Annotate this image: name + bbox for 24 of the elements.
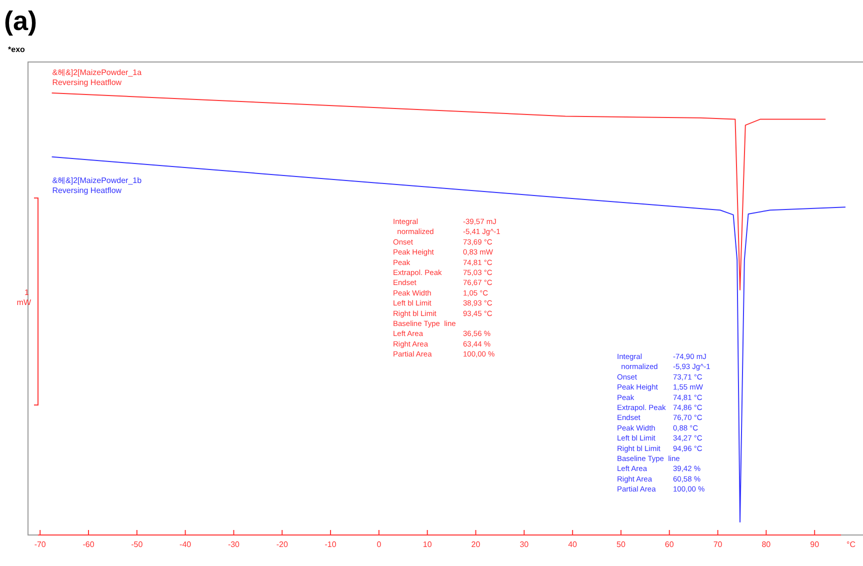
x-tick-label: 10 bbox=[422, 540, 432, 549]
x-tick-label: 50 bbox=[616, 540, 626, 549]
x-tick-label: -50 bbox=[131, 540, 144, 549]
x-tick-label: -20 bbox=[276, 540, 288, 549]
series-label: &헤&]2[MaizePowder_1a Reversing Heatflow bbox=[52, 68, 142, 87]
x-tick-label: 60 bbox=[664, 540, 674, 549]
series-label: &헤&]2[MaizePowder_1b Reversing Heatflow bbox=[52, 176, 142, 195]
x-tick-label: -40 bbox=[180, 540, 192, 549]
x-tick-label: 70 bbox=[713, 540, 723, 549]
annotation: 1 mW bbox=[16, 288, 32, 307]
x-tick-label: 0 bbox=[376, 540, 382, 549]
x-tick-label: 20 bbox=[471, 540, 481, 549]
x-tick-label: 40 bbox=[568, 540, 578, 549]
x-axis-title: °C bbox=[846, 540, 856, 549]
chart-title: (a) bbox=[4, 6, 37, 36]
x-tick-label: -60 bbox=[82, 540, 95, 549]
x-tick-label: 80 bbox=[762, 540, 772, 549]
scale-bar: 1 mW bbox=[16, 198, 38, 406]
x-tick-label: -30 bbox=[228, 540, 240, 549]
x-tick-label: -70 bbox=[34, 540, 46, 549]
x-tick-label: -10 bbox=[324, 540, 337, 549]
x-tick-label: 30 bbox=[520, 540, 530, 549]
x-tick-label: 90 bbox=[810, 540, 820, 549]
text: *exo bbox=[8, 45, 26, 54]
